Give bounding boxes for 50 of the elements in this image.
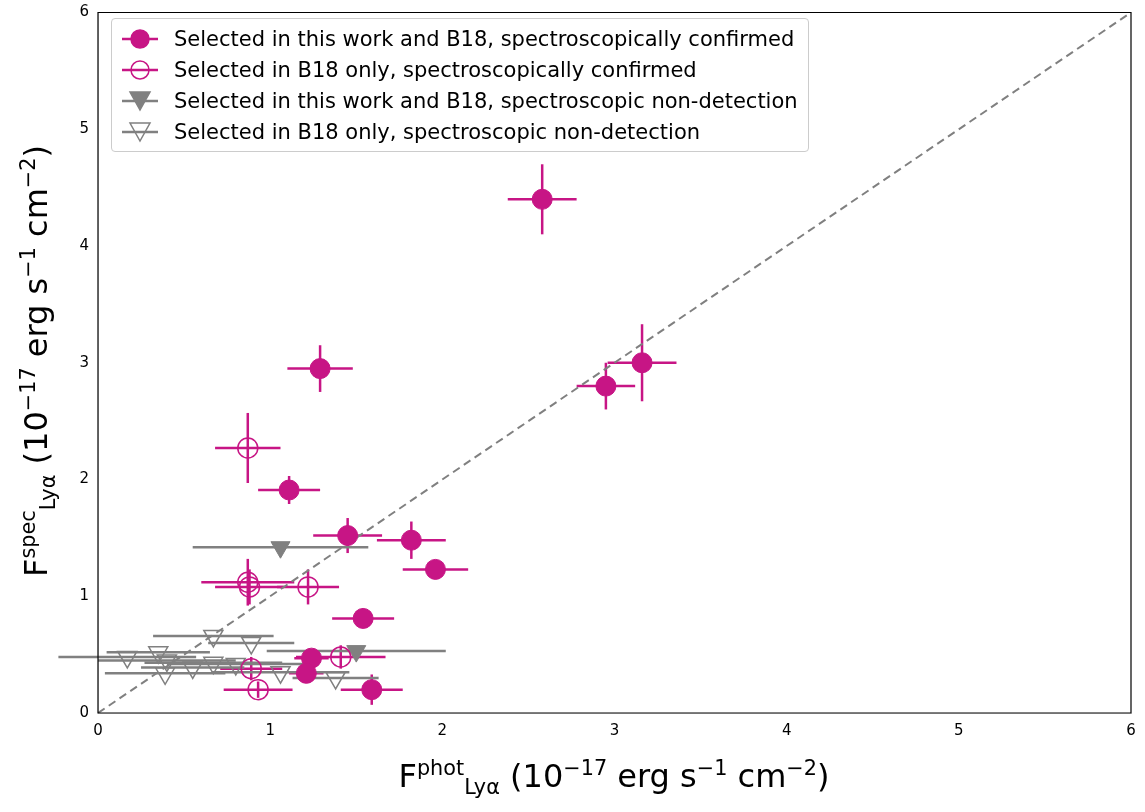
point [156, 654, 178, 673]
point [237, 571, 259, 593]
y-tick-label: 3 [79, 352, 89, 371]
x-tick-label: 0 [93, 720, 103, 739]
point [346, 645, 367, 663]
point [325, 671, 346, 690]
legend-label: Selected in this work and B18, spectroscopically confirmed [174, 26, 795, 51]
x-tick-label: 6 [1126, 720, 1136, 739]
y-tick-label: 1 [79, 586, 89, 605]
text: F$^{phot}$$_{Lyα}$ (10$^{−17}$ erg s$^{−1}$ cm$^{−2}$) [398, 756, 830, 800]
x-tick-label: 5 [954, 720, 964, 739]
x-tick-label: 1 [265, 720, 275, 739]
point [270, 541, 291, 559]
y-tick-label: 2 [79, 469, 89, 488]
point [309, 358, 331, 380]
legend-label: Selected in this work and B18, spectroscopic non-detection [174, 88, 798, 113]
point [330, 646, 352, 668]
point [295, 662, 317, 684]
point [352, 607, 374, 629]
point [531, 188, 553, 210]
point [297, 576, 319, 598]
point [361, 679, 383, 701]
point [337, 525, 359, 547]
point [237, 437, 259, 459]
point [225, 657, 247, 676]
y-tick-label: 6 [79, 2, 89, 21]
point [247, 678, 269, 701]
point [424, 558, 446, 580]
point [631, 352, 653, 374]
point [147, 646, 169, 665]
point [238, 576, 261, 598]
y-tick-label: 0 [79, 702, 89, 721]
point [182, 661, 203, 680]
point [154, 667, 176, 686]
legend-label: Selected in B18 only, spectroscopic non-detection [174, 119, 701, 144]
x-tick-label: 2 [437, 720, 448, 739]
y-tick-label: 5 [79, 119, 89, 138]
point [270, 665, 291, 684]
x-tick-label: 4 [781, 720, 792, 739]
point [240, 657, 262, 680]
legend-label: Selected in B18 only, spectroscopically confirmed [174, 57, 697, 82]
point [400, 529, 422, 551]
point [278, 479, 300, 501]
x-tick-label: 3 [609, 720, 620, 739]
point [595, 375, 617, 397]
point [203, 629, 224, 648]
point [240, 636, 262, 655]
y-tick-label: 4 [79, 235, 89, 254]
point [116, 650, 138, 669]
point [203, 656, 224, 675]
